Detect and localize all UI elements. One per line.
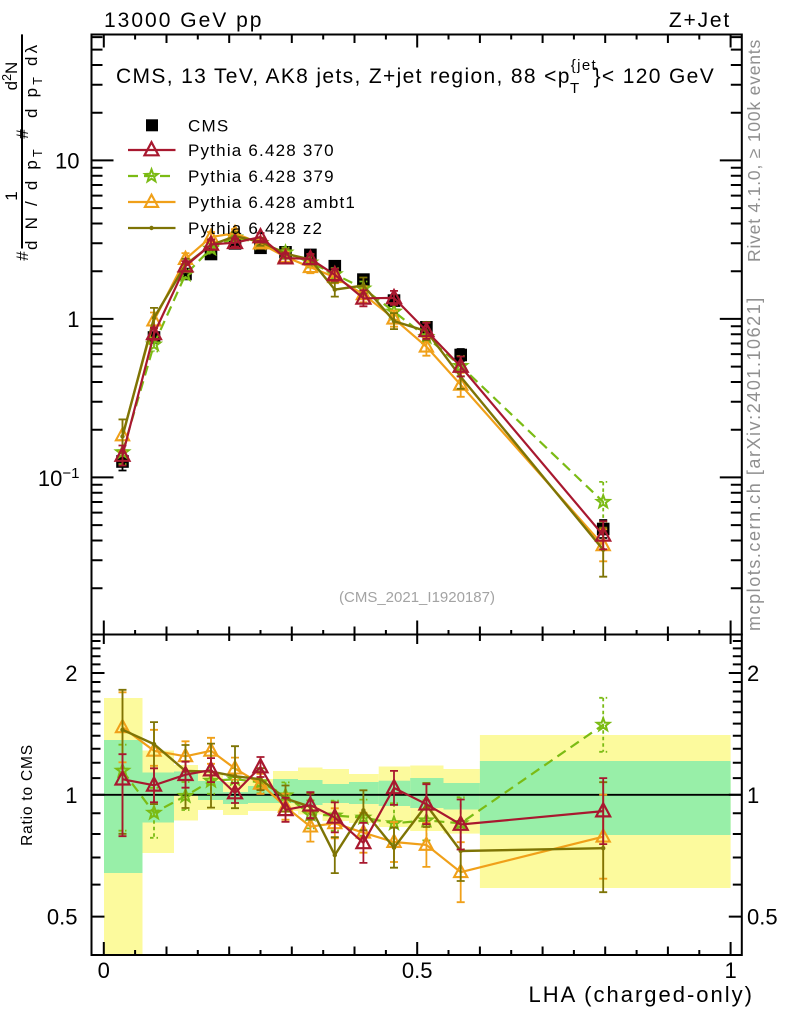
svg-text:1: 1 <box>724 958 736 983</box>
svg-text:Pythia 6.428 z2: Pythia 6.428 z2 <box>188 219 323 238</box>
svg-text:10: 10 <box>55 149 79 174</box>
svg-text:1: 1 <box>67 307 79 332</box>
svg-text:2: 2 <box>747 661 759 686</box>
svg-text:0.5: 0.5 <box>47 905 78 930</box>
svg-text:Pythia 6.428 ambt1: Pythia 6.428 ambt1 <box>188 193 356 212</box>
svg-text:0.5: 0.5 <box>747 905 778 930</box>
svg-text:d pT dλ: d pT dλ <box>22 42 45 118</box>
svg-text:Z+Jet: Z+Jet <box>669 9 731 32</box>
svg-text:13000 GeV pp: 13000 GeV pp <box>104 9 263 32</box>
svg-text:d N / d pT: d N / d pT <box>22 146 45 250</box>
svg-text:0.5: 0.5 <box>402 958 433 983</box>
svg-text:#: # <box>13 251 32 261</box>
svg-text:CMS: CMS <box>188 117 229 136</box>
svg-text:#: # <box>13 129 32 139</box>
svg-text:1: 1 <box>65 783 77 808</box>
svg-text:0: 0 <box>98 958 110 983</box>
svg-text:(CMS_2021_I1920187): (CMS_2021_I1920187) <box>339 589 495 606</box>
svg-text:1: 1 <box>2 191 21 200</box>
svg-text:2: 2 <box>65 661 77 686</box>
svg-text:Pythia 6.428 370: Pythia 6.428 370 <box>188 141 335 160</box>
svg-text:1: 1 <box>747 783 759 808</box>
svg-text:mcplots.cern.ch [arXiv:2401.10: mcplots.cern.ch [arXiv:2401.10621] <box>744 296 764 631</box>
svg-text:Pythia 6.428 379: Pythia 6.428 379 <box>188 167 335 186</box>
svg-text:d2N: d2N <box>0 62 21 91</box>
svg-text:Ratio to CMS: Ratio to CMS <box>19 744 36 846</box>
svg-text:LHA (charged-only): LHA (charged-only) <box>528 982 754 1007</box>
svg-text:Rivet 4.1.0, ≥ 100k events: Rivet 4.1.0, ≥ 100k events <box>744 39 764 262</box>
